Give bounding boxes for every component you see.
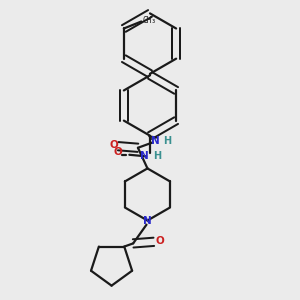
Text: O: O xyxy=(155,236,164,246)
Text: O: O xyxy=(109,140,118,150)
Text: H: H xyxy=(153,152,161,161)
Text: H: H xyxy=(164,136,172,146)
Text: N: N xyxy=(151,136,160,146)
Text: O: O xyxy=(114,147,123,157)
Text: N: N xyxy=(140,152,149,161)
Text: CH₃: CH₃ xyxy=(142,16,156,26)
Text: N: N xyxy=(143,215,152,226)
